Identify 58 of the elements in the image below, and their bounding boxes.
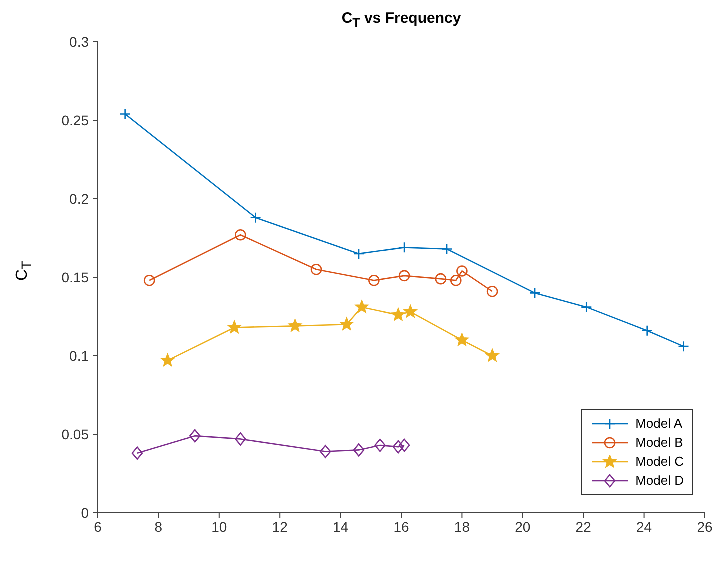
- point: [392, 440, 404, 454]
- point: [374, 438, 386, 452]
- legend-label: Model C: [636, 454, 684, 469]
- point: [398, 270, 410, 282]
- point: [288, 319, 302, 332]
- x-tick-label: 20: [515, 518, 531, 535]
- point: [234, 229, 246, 241]
- legend-label: Model B: [636, 435, 684, 450]
- y-tick-label: 0: [81, 504, 90, 521]
- legend-label: Model A: [636, 416, 683, 431]
- legend-label: Model D: [636, 473, 684, 488]
- point: [310, 264, 322, 276]
- y-tick-label: 0.05: [62, 426, 90, 442]
- point: [392, 308, 406, 321]
- point: [529, 288, 541, 299]
- point: [228, 320, 242, 334]
- point: [456, 333, 469, 346]
- point: [161, 354, 174, 366]
- point: [132, 446, 144, 460]
- x-tick-label: 8: [154, 518, 163, 535]
- point: [353, 444, 365, 457]
- y-tick-label: 0.25: [62, 112, 90, 128]
- x-tick-label: 24: [636, 518, 652, 535]
- x-tick-label: 22: [576, 518, 592, 535]
- x-tick-label: 14: [333, 518, 349, 535]
- point: [355, 300, 369, 314]
- x-tick-label: 16: [394, 518, 410, 535]
- point: [486, 286, 498, 298]
- chart-title: C$_{T}$ vs Frequency: [340, 10, 462, 30]
- y-tick-label: 0.15: [62, 269, 90, 286]
- point: [120, 108, 131, 120]
- point: [144, 274, 156, 286]
- x-tick-label: 26: [697, 518, 713, 535]
- point: [456, 266, 468, 277]
- point: [353, 248, 365, 260]
- point: [250, 212, 262, 224]
- point: [340, 318, 354, 330]
- point: [678, 340, 690, 352]
- x-tick-label: 10: [212, 518, 228, 535]
- point: [435, 273, 447, 285]
- point: [441, 244, 453, 255]
- point: [398, 438, 410, 452]
- y-tick-label: 0.2: [70, 190, 90, 207]
- point: [398, 242, 410, 254]
- point: [189, 429, 201, 443]
- x-tick-label: 18: [454, 518, 470, 535]
- point: [234, 432, 246, 446]
- x-tick-label: 6: [94, 518, 102, 535]
- y-tick-label: 0.3: [70, 34, 90, 50]
- point: [368, 274, 380, 286]
- y-tick-label: 0.1: [70, 348, 90, 364]
- point: [486, 349, 500, 362]
- point: [404, 305, 418, 318]
- point: [320, 445, 332, 458]
- point: [642, 325, 653, 337]
- point: [450, 274, 462, 286]
- point: [580, 302, 592, 313]
- x-tick-label: 12: [272, 518, 288, 535]
